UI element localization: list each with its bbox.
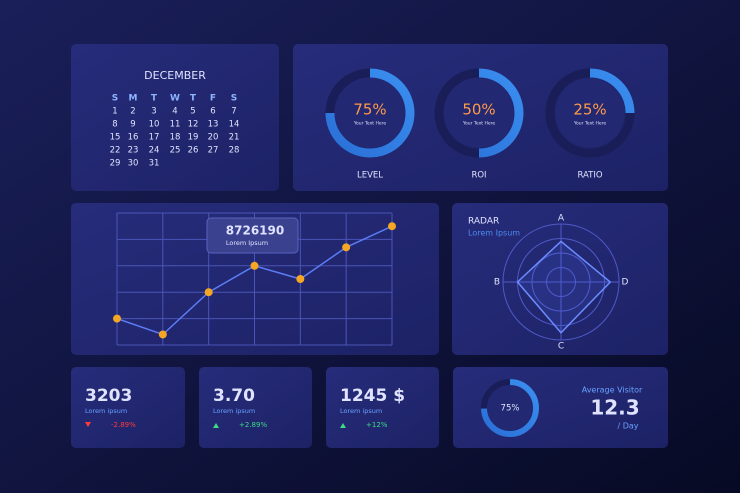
point xyxy=(388,222,396,231)
point xyxy=(204,288,213,297)
radar-subtitle: Lorem Ipsum xyxy=(468,229,520,238)
radar-label: A xyxy=(558,214,565,224)
weekday: F xyxy=(210,94,216,104)
stat-card xyxy=(199,367,312,448)
day: 12 xyxy=(188,120,199,130)
stat-change: +12% xyxy=(366,421,388,429)
visitor-unit: / Day xyxy=(617,422,638,431)
stat-change: +2.89% xyxy=(239,421,267,429)
visitor-title: Average Visitor xyxy=(582,386,643,395)
gauge-caption: Your Text Here xyxy=(353,121,386,127)
day: 15 xyxy=(110,133,121,143)
gauge-inner xyxy=(488,386,532,430)
trend-icon xyxy=(213,423,219,428)
gauge-arc xyxy=(325,68,415,158)
gauge-inner xyxy=(444,78,514,148)
weekday: M xyxy=(129,94,138,104)
gauge-arc xyxy=(434,68,524,158)
point xyxy=(296,275,305,283)
day: 9 xyxy=(130,120,135,130)
day: 14 xyxy=(229,120,240,130)
day: 19 xyxy=(188,133,199,143)
day: 17 xyxy=(149,133,160,143)
point xyxy=(342,243,351,252)
radar-label: D xyxy=(622,278,629,288)
radar-label: C xyxy=(558,342,564,352)
visitor-gauge-label: 75% xyxy=(501,404,520,414)
calendar-panel xyxy=(71,44,279,191)
stat-card xyxy=(326,367,439,448)
stat-label: Lorem ipsum xyxy=(340,407,382,415)
gauge-label: LEVEL xyxy=(357,171,383,181)
stat-value: 3203 xyxy=(85,386,132,406)
stat-value: 1245 $ xyxy=(340,386,405,406)
visitor-value: 12.3 xyxy=(590,396,639,420)
point xyxy=(158,330,167,339)
gauge-caption: Your Text Here xyxy=(573,121,606,127)
day: 27 xyxy=(208,146,219,156)
gauge-label: RATIO xyxy=(577,171,602,181)
stat-label: Lorem ipsum xyxy=(213,407,255,415)
radar-label: B xyxy=(494,278,500,288)
day: 29 xyxy=(110,159,121,169)
day: 11 xyxy=(170,120,181,130)
gauge-inner xyxy=(555,78,625,148)
day: 31 xyxy=(149,159,160,169)
day: 8 xyxy=(112,120,117,130)
day: 25 xyxy=(170,146,181,156)
day: 22 xyxy=(110,146,121,156)
day: 4 xyxy=(172,107,177,117)
day: 30 xyxy=(128,159,139,169)
stat-card xyxy=(71,367,185,448)
calendar-month: DECEMBER xyxy=(144,69,206,82)
tooltip-label: Lorem Ipsum xyxy=(226,239,268,247)
weekday: W xyxy=(170,94,180,104)
weekday: S xyxy=(231,94,237,104)
day: 26 xyxy=(188,146,199,156)
day: 24 xyxy=(149,146,160,156)
day: 6 xyxy=(210,107,215,117)
gauge-value: 50% xyxy=(462,101,495,119)
day: 10 xyxy=(149,120,160,130)
day: 7 xyxy=(231,107,236,117)
weekday: T xyxy=(190,94,197,104)
stat-label: Lorem ipsum xyxy=(85,407,127,415)
point xyxy=(113,314,121,323)
point xyxy=(250,261,259,270)
day: 5 xyxy=(190,107,195,117)
day: 16 xyxy=(128,133,139,143)
trend-icon xyxy=(340,423,346,428)
visitor-arc xyxy=(481,379,539,437)
day: 20 xyxy=(208,133,219,143)
gauge-arc xyxy=(545,68,635,158)
day: 23 xyxy=(128,146,139,156)
day: 28 xyxy=(229,146,240,156)
radar-panel xyxy=(452,203,668,355)
stat-value: 3.70 xyxy=(213,386,255,406)
gauge-value: 75% xyxy=(353,101,386,119)
day: 3 xyxy=(151,107,156,117)
radar-shape xyxy=(516,240,612,334)
radar-title: RADAR xyxy=(468,217,499,227)
day: 18 xyxy=(170,133,181,143)
gauge-inner xyxy=(335,78,405,148)
tooltip xyxy=(206,217,299,254)
weekday: S xyxy=(112,94,118,104)
day: 1 xyxy=(112,107,117,117)
day: 2 xyxy=(130,107,135,117)
gauge-caption: Your Text Here xyxy=(462,121,495,127)
stat-change: -2.89% xyxy=(111,421,136,429)
tooltip-value: 8726190 xyxy=(226,224,284,238)
gauge-label: ROI xyxy=(471,171,486,181)
weekday: T xyxy=(151,94,158,104)
day: 13 xyxy=(208,120,219,130)
day: 21 xyxy=(229,133,240,143)
gauge-value: 25% xyxy=(573,101,606,119)
trend-icon xyxy=(85,422,91,427)
